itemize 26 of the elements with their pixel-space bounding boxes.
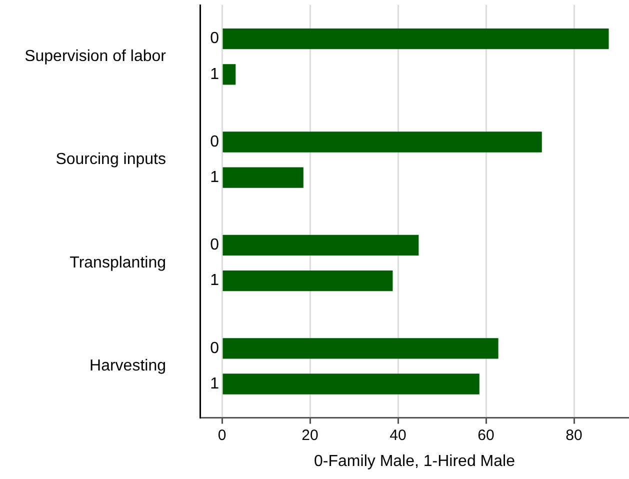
series-label: 0 bbox=[210, 30, 220, 48]
x-tick-label: 80 bbox=[566, 426, 582, 444]
y-tick-label: Harvesting bbox=[90, 358, 166, 375]
x-tick-label: 60 bbox=[478, 426, 494, 444]
text: 0 bbox=[210, 236, 219, 254]
bar bbox=[222, 64, 236, 85]
text: 1 bbox=[210, 272, 219, 290]
bar bbox=[222, 270, 393, 292]
text: 1 bbox=[210, 169, 219, 186]
x-tick-label: 0 bbox=[218, 426, 226, 444]
y-tick-label: Transplanting bbox=[70, 254, 166, 272]
bar bbox=[222, 167, 304, 188]
series-label: 1 bbox=[210, 66, 220, 83]
text: 0 bbox=[210, 133, 219, 150]
bar bbox=[222, 132, 542, 152]
bar bbox=[222, 338, 498, 359]
x-axis-title: 0-Family Male, 1-Hired Male bbox=[314, 452, 516, 470]
bar bbox=[222, 234, 419, 256]
y-tick-label: Sourcing inputs bbox=[56, 151, 166, 168]
text: 1 bbox=[210, 375, 219, 392]
bar bbox=[222, 28, 609, 50]
x-tick-label: 40 bbox=[390, 426, 406, 444]
text: 0 bbox=[210, 340, 219, 357]
x-tick-label: 20 bbox=[302, 426, 318, 444]
bar bbox=[222, 374, 480, 394]
y-tick-label: Supervision of labor bbox=[24, 48, 167, 66]
